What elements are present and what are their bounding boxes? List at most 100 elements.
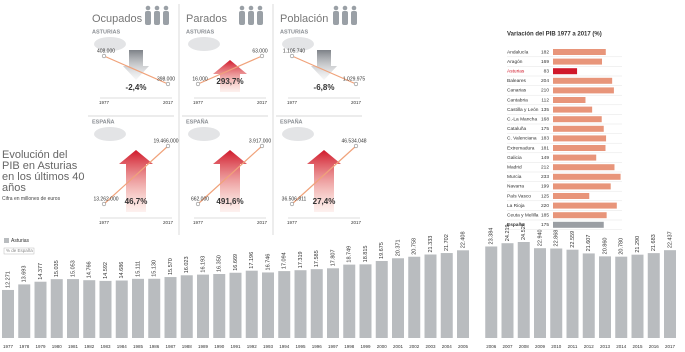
category-label: Galicia — [507, 155, 522, 161]
icon — [239, 11, 245, 25]
value-label: 182 — [541, 49, 549, 55]
bar — [553, 145, 606, 151]
bar — [197, 274, 209, 338]
region-label: ASTURIAS — [186, 29, 214, 35]
bar — [553, 77, 613, 84]
bar — [553, 212, 607, 219]
bar — [553, 221, 604, 228]
x-tick-label: 1981 — [68, 344, 79, 349]
value-label: 15.570 — [168, 258, 174, 275]
value-label: 83 — [544, 68, 550, 74]
start-label: 408.000 — [97, 48, 115, 54]
end-point — [165, 81, 171, 87]
trend-line — [197, 55, 263, 85]
category-label: Murcia — [507, 174, 522, 180]
start-label: 13.262.000 — [93, 196, 118, 202]
year-label: 1977 — [193, 100, 204, 105]
icon — [342, 5, 348, 11]
change-label: 293,7% — [216, 77, 243, 86]
value-label: 22.437 — [667, 231, 673, 248]
x-tick-label: 2005 — [458, 344, 469, 349]
trend-arrow — [119, 150, 153, 212]
bar — [501, 243, 514, 338]
icon — [145, 5, 151, 11]
x-tick-label: 1990 — [214, 344, 225, 349]
icon — [248, 11, 254, 25]
bar — [440, 253, 453, 338]
start-label: 16.000 — [192, 76, 208, 82]
year-label: 2017 — [351, 220, 362, 225]
bar — [553, 154, 597, 161]
change-label: 27,4% — [313, 197, 336, 206]
value-label: 22.940 — [537, 229, 543, 246]
region-label: ESPAÑA — [280, 118, 303, 125]
start-point — [101, 53, 107, 59]
value-label: 233 — [541, 174, 549, 180]
value-label: 14.377 — [38, 263, 44, 280]
end-label: 1.029.975 — [343, 76, 365, 82]
bar — [278, 271, 291, 338]
bar — [553, 106, 593, 113]
panel-title: Parados — [186, 13, 227, 25]
x-tick-label: 2010 — [551, 344, 562, 349]
x-tick-label: 1988 — [182, 344, 193, 349]
value-label: 22.408 — [460, 231, 466, 248]
icon — [333, 5, 339, 11]
bar — [647, 253, 660, 338]
bar — [553, 49, 606, 55]
trend-arrow — [311, 50, 337, 80]
value-label: 15.035 — [54, 260, 60, 277]
category-label: País Vasco — [507, 193, 531, 199]
value-label: 220 — [541, 203, 549, 209]
icon — [342, 11, 348, 25]
category-label: C. Valenciana — [507, 136, 537, 142]
x-tick-label: 2016 — [649, 344, 660, 349]
value-label: 16.669 — [233, 254, 239, 271]
value-label: 112 — [541, 97, 549, 103]
end-point — [259, 53, 265, 59]
bar — [50, 279, 63, 338]
category-label: Extremadura — [507, 145, 535, 151]
year-label: 1977 — [99, 100, 110, 105]
value-label: 17.094 — [282, 252, 288, 269]
value-label: 16.746 — [265, 254, 271, 271]
icon — [257, 11, 263, 25]
x-tick-label: 1992 — [247, 344, 258, 349]
value-label: 16.193 — [200, 256, 206, 273]
bar — [229, 272, 242, 338]
value-label: 24.219 — [505, 224, 511, 241]
change-label: 491,6% — [216, 197, 243, 206]
year-label: 1977 — [193, 220, 204, 225]
region-label: ESPAÑA — [186, 118, 209, 125]
end-point — [165, 143, 171, 149]
x-tick-label: 1998 — [344, 344, 355, 349]
category-label: Canarias — [507, 88, 527, 94]
value-label: 14.592 — [103, 262, 109, 279]
icon — [154, 11, 160, 25]
legend-box — [3, 247, 35, 255]
bar — [566, 249, 579, 338]
bar — [457, 250, 469, 338]
bar — [553, 58, 603, 65]
category-label: Castilla y León — [507, 107, 539, 113]
category-label: Cantabria — [507, 97, 528, 103]
value-label: 21.333 — [428, 236, 434, 253]
value-label: 12.271 — [5, 271, 11, 288]
year-label: 2017 — [163, 220, 174, 225]
x-tick-label: 1999 — [360, 344, 371, 349]
value-label: 14.766 — [87, 261, 93, 278]
bar — [245, 270, 258, 338]
x-tick-label: 1978 — [19, 344, 30, 349]
region-label: ASTURIAS — [92, 29, 120, 35]
year-label: 2017 — [163, 100, 174, 105]
year-label: 2017 — [257, 220, 268, 225]
category-label: Navarra — [507, 184, 524, 190]
end-point — [259, 143, 265, 149]
bar — [375, 260, 388, 338]
value-label: 175 — [541, 222, 549, 228]
value-label: 181 — [541, 145, 549, 151]
bar — [392, 258, 404, 338]
x-tick-label: 2011 — [568, 344, 578, 349]
year-label: 1977 — [99, 220, 110, 225]
